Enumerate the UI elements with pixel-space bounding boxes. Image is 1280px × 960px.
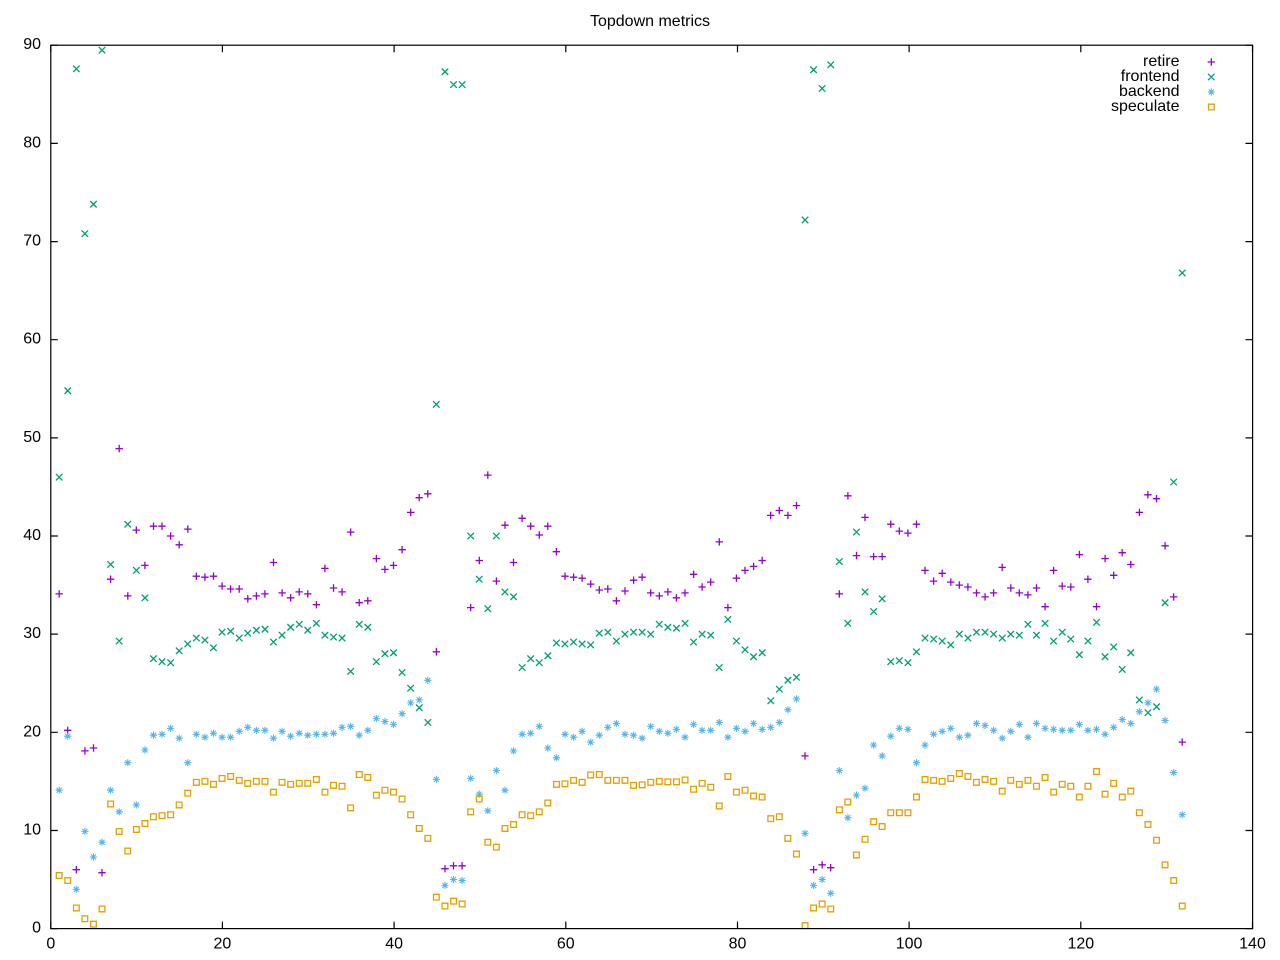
svg-text:retire: retire: [1143, 53, 1180, 70]
svg-text:40: 40: [23, 527, 41, 544]
svg-text:40: 40: [385, 936, 403, 953]
svg-text:30: 30: [23, 625, 41, 642]
svg-text:speculate: speculate: [1111, 98, 1180, 115]
svg-text:10: 10: [23, 822, 41, 839]
svg-text:frontend: frontend: [1121, 68, 1180, 85]
svg-text:60: 60: [557, 936, 575, 953]
svg-text:120: 120: [1067, 936, 1094, 953]
svg-text:80: 80: [23, 134, 41, 151]
svg-text:60: 60: [23, 331, 41, 348]
svg-text:140: 140: [1239, 936, 1266, 953]
svg-text:0: 0: [46, 936, 55, 953]
svg-text:100: 100: [896, 936, 923, 953]
svg-text:20: 20: [23, 723, 41, 740]
svg-text:0: 0: [32, 920, 41, 937]
svg-text:backend: backend: [1119, 83, 1180, 100]
svg-text:Topdown metrics: Topdown metrics: [590, 13, 710, 30]
svg-text:50: 50: [23, 429, 41, 446]
svg-text:90: 90: [23, 36, 41, 53]
svg-text:70: 70: [23, 233, 41, 250]
svg-text:20: 20: [214, 936, 232, 953]
svg-text:80: 80: [729, 936, 747, 953]
